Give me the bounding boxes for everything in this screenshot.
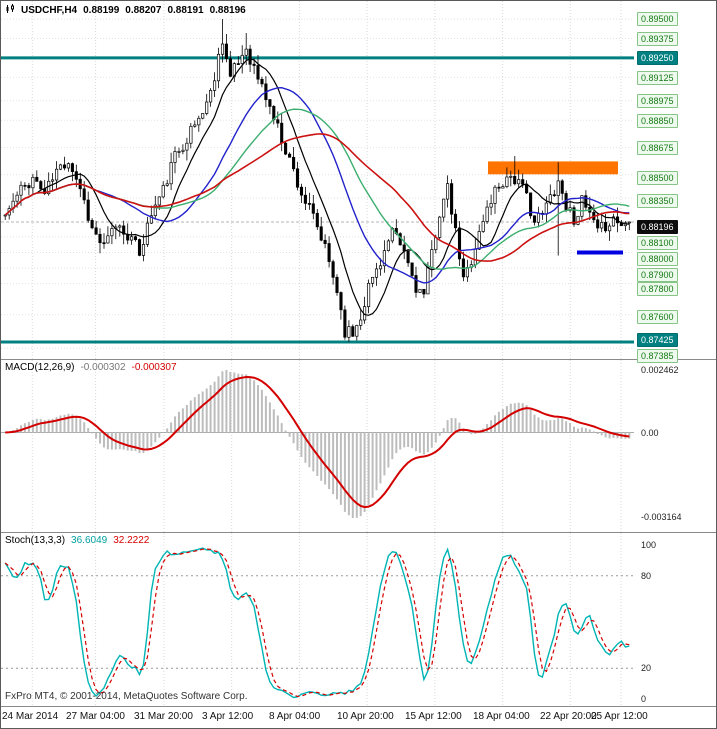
time-axis-label: 27 Mar 04:00 <box>66 711 125 722</box>
time-axis-label: 24 Mar 2014 <box>2 711 59 722</box>
time-axis-label: 15 Apr 12:00 <box>405 711 462 722</box>
macd-panel[interactable]: MACD(12,26,9) -0.000302 -0.000307 0.0024… <box>1 360 716 533</box>
time-axis[interactable]: 24 Mar 2014 27 Mar 04:00 31 Mar 20:00 3 Apr… <box>1 707 716 728</box>
macd-canvas[interactable] <box>1 360 716 532</box>
ma-black <box>4 58 630 316</box>
stochastic-signal-line <box>4 548 630 698</box>
price-chart-panel[interactable]: USDCHF,H4 0.88199 0.88207 0.88191 0.8819… <box>1 1 716 363</box>
stochastic-main-line <box>4 547 630 699</box>
stochastic-axis-label: 80 <box>641 571 652 581</box>
stochastic-axis-label: 100 <box>641 540 657 550</box>
stochastic-canvas[interactable] <box>1 533 716 706</box>
stochastic-panel[interactable]: Stoch(13,3,3) 36.6049 32.2222 100 80 20 0 <box>1 533 716 707</box>
ma-red <box>4 133 630 262</box>
time-axis-label: 22 Apr 20:00 <box>540 711 597 722</box>
resistance-zone <box>488 161 618 175</box>
stochastic-axis-label: 0 <box>641 694 647 704</box>
macd-signal-line <box>5 375 630 509</box>
time-axis-label: 31 Mar 20:00 <box>134 711 193 722</box>
time-axis-label: 8 Apr 04:00 <box>269 711 321 722</box>
stochastic-axis-label: 20 <box>641 663 652 673</box>
macd-axis-label: -0.003164 <box>641 512 682 522</box>
time-axis-label: 3 Apr 12:00 <box>202 711 254 722</box>
price-chart-canvas[interactable] <box>1 1 716 359</box>
macd-axis-label: 0.002462 <box>641 365 679 375</box>
ma-blue <box>4 86 630 284</box>
time-axis-label: 10 Apr 20:00 <box>337 711 394 722</box>
macd-axis-label: 0.00 <box>641 428 659 438</box>
time-axis-label: 18 Apr 04:00 <box>473 711 530 722</box>
time-axis-label: 25 Apr 12:00 <box>591 711 648 722</box>
